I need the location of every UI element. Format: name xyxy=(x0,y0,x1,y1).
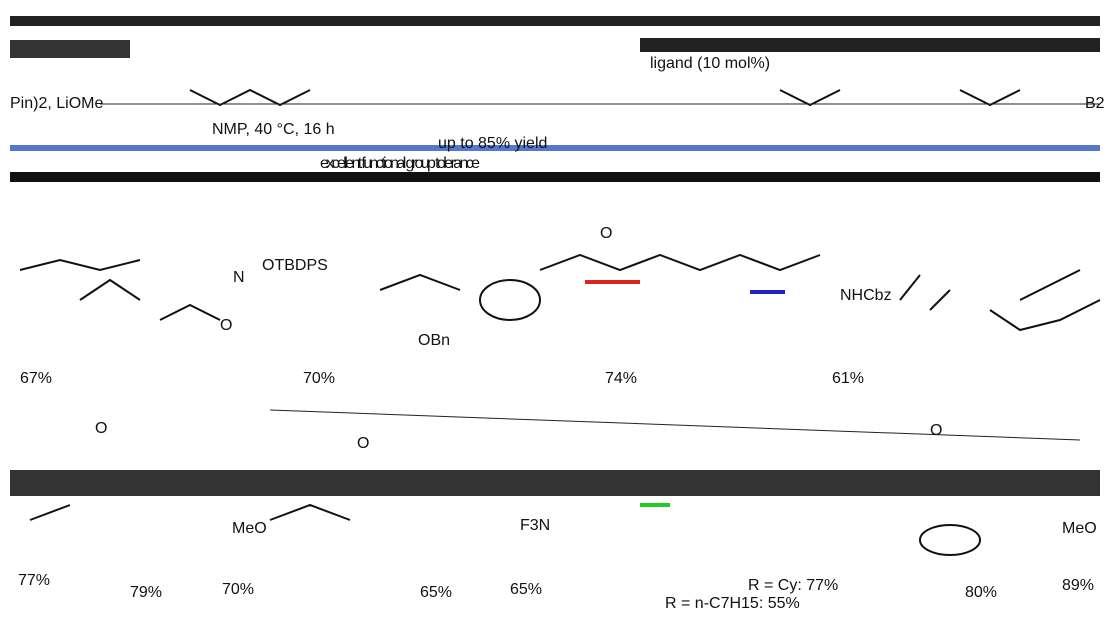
yield: R = Cy: 77% xyxy=(748,577,838,594)
atom-label: NHCbz xyxy=(840,287,892,304)
atom-label: O xyxy=(220,317,232,334)
yield: R = n-C7H15: 55% xyxy=(665,595,800,612)
boron: B2 xyxy=(1085,95,1105,112)
atom-label: O xyxy=(600,225,612,242)
yield: 70% xyxy=(222,581,254,598)
yield: 79% xyxy=(130,584,162,601)
ligand: ligand (10 mol%) xyxy=(650,55,770,72)
tolerance: excellent functional group tolerance xyxy=(320,155,480,172)
yield: 65% xyxy=(510,581,542,598)
yield: 65% xyxy=(420,584,452,601)
reagent: Pin)2, LiOMe xyxy=(10,95,103,112)
yield: 77% xyxy=(18,572,50,589)
atom-label: MeO xyxy=(1062,520,1097,537)
yield: 61% xyxy=(832,370,864,387)
yield: 80% xyxy=(965,584,997,601)
atom-label: OTBDPS xyxy=(262,257,328,274)
yield: 67% xyxy=(20,370,52,387)
conditions: NMP, 40 °C, 16 h xyxy=(212,121,335,138)
atom-label: O xyxy=(357,435,369,452)
atom-label: F3N xyxy=(520,517,550,534)
yield-note: up to 85% yield xyxy=(438,135,547,152)
atom-label: MeO xyxy=(232,520,267,537)
decor xyxy=(10,16,1101,556)
atom-label: O xyxy=(930,422,942,439)
yield: 74% xyxy=(605,370,637,387)
yield: 89% xyxy=(1062,577,1094,594)
atom-label: N xyxy=(233,269,245,286)
atom-label: OBn xyxy=(418,332,450,349)
yield: 70% xyxy=(303,370,335,387)
atom-label: O xyxy=(95,420,107,437)
